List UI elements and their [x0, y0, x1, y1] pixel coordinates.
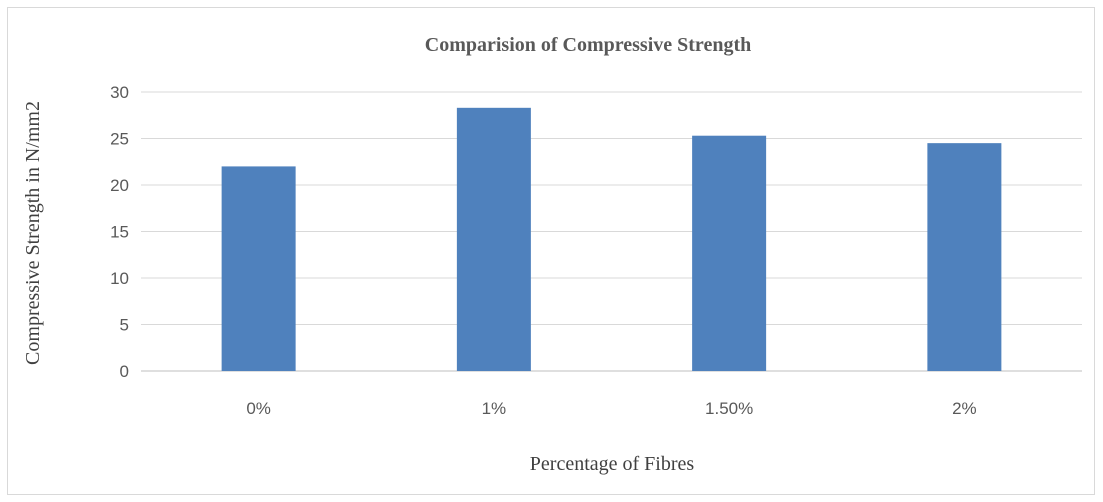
- y-tick-label: 30: [110, 83, 129, 102]
- chart-frame: [7, 7, 1095, 495]
- x-tick-labels: 0% 1% 1.50% 2%: [246, 399, 976, 418]
- bar: [927, 143, 1002, 371]
- y-tick-label: 20: [110, 176, 129, 195]
- x-tick-label: 0%: [246, 399, 271, 418]
- y-tick-labels: 0 5 10 15 20 25 30: [110, 83, 129, 381]
- gridlines: [141, 91, 1082, 372]
- x-tick-label: 1%: [482, 399, 507, 418]
- bar: [692, 135, 767, 371]
- bars: [221, 107, 1002, 371]
- bar: [221, 166, 296, 371]
- x-tick-label: 2%: [952, 399, 977, 418]
- y-tick-label: 25: [110, 130, 129, 149]
- y-axis-title: Compressive Strength in N/mm2: [22, 101, 44, 365]
- y-tick-label: 5: [120, 316, 129, 335]
- y-tick-label: 10: [110, 269, 129, 288]
- x-tick-label: 1.50%: [705, 399, 753, 418]
- y-tick-label: 15: [110, 223, 129, 242]
- chart-title: Comparision of Compressive Strength: [425, 34, 751, 56]
- y-tick-label: 0: [120, 362, 129, 381]
- x-axis-title: Percentage of Fibres: [530, 453, 695, 475]
- bar: [456, 107, 531, 371]
